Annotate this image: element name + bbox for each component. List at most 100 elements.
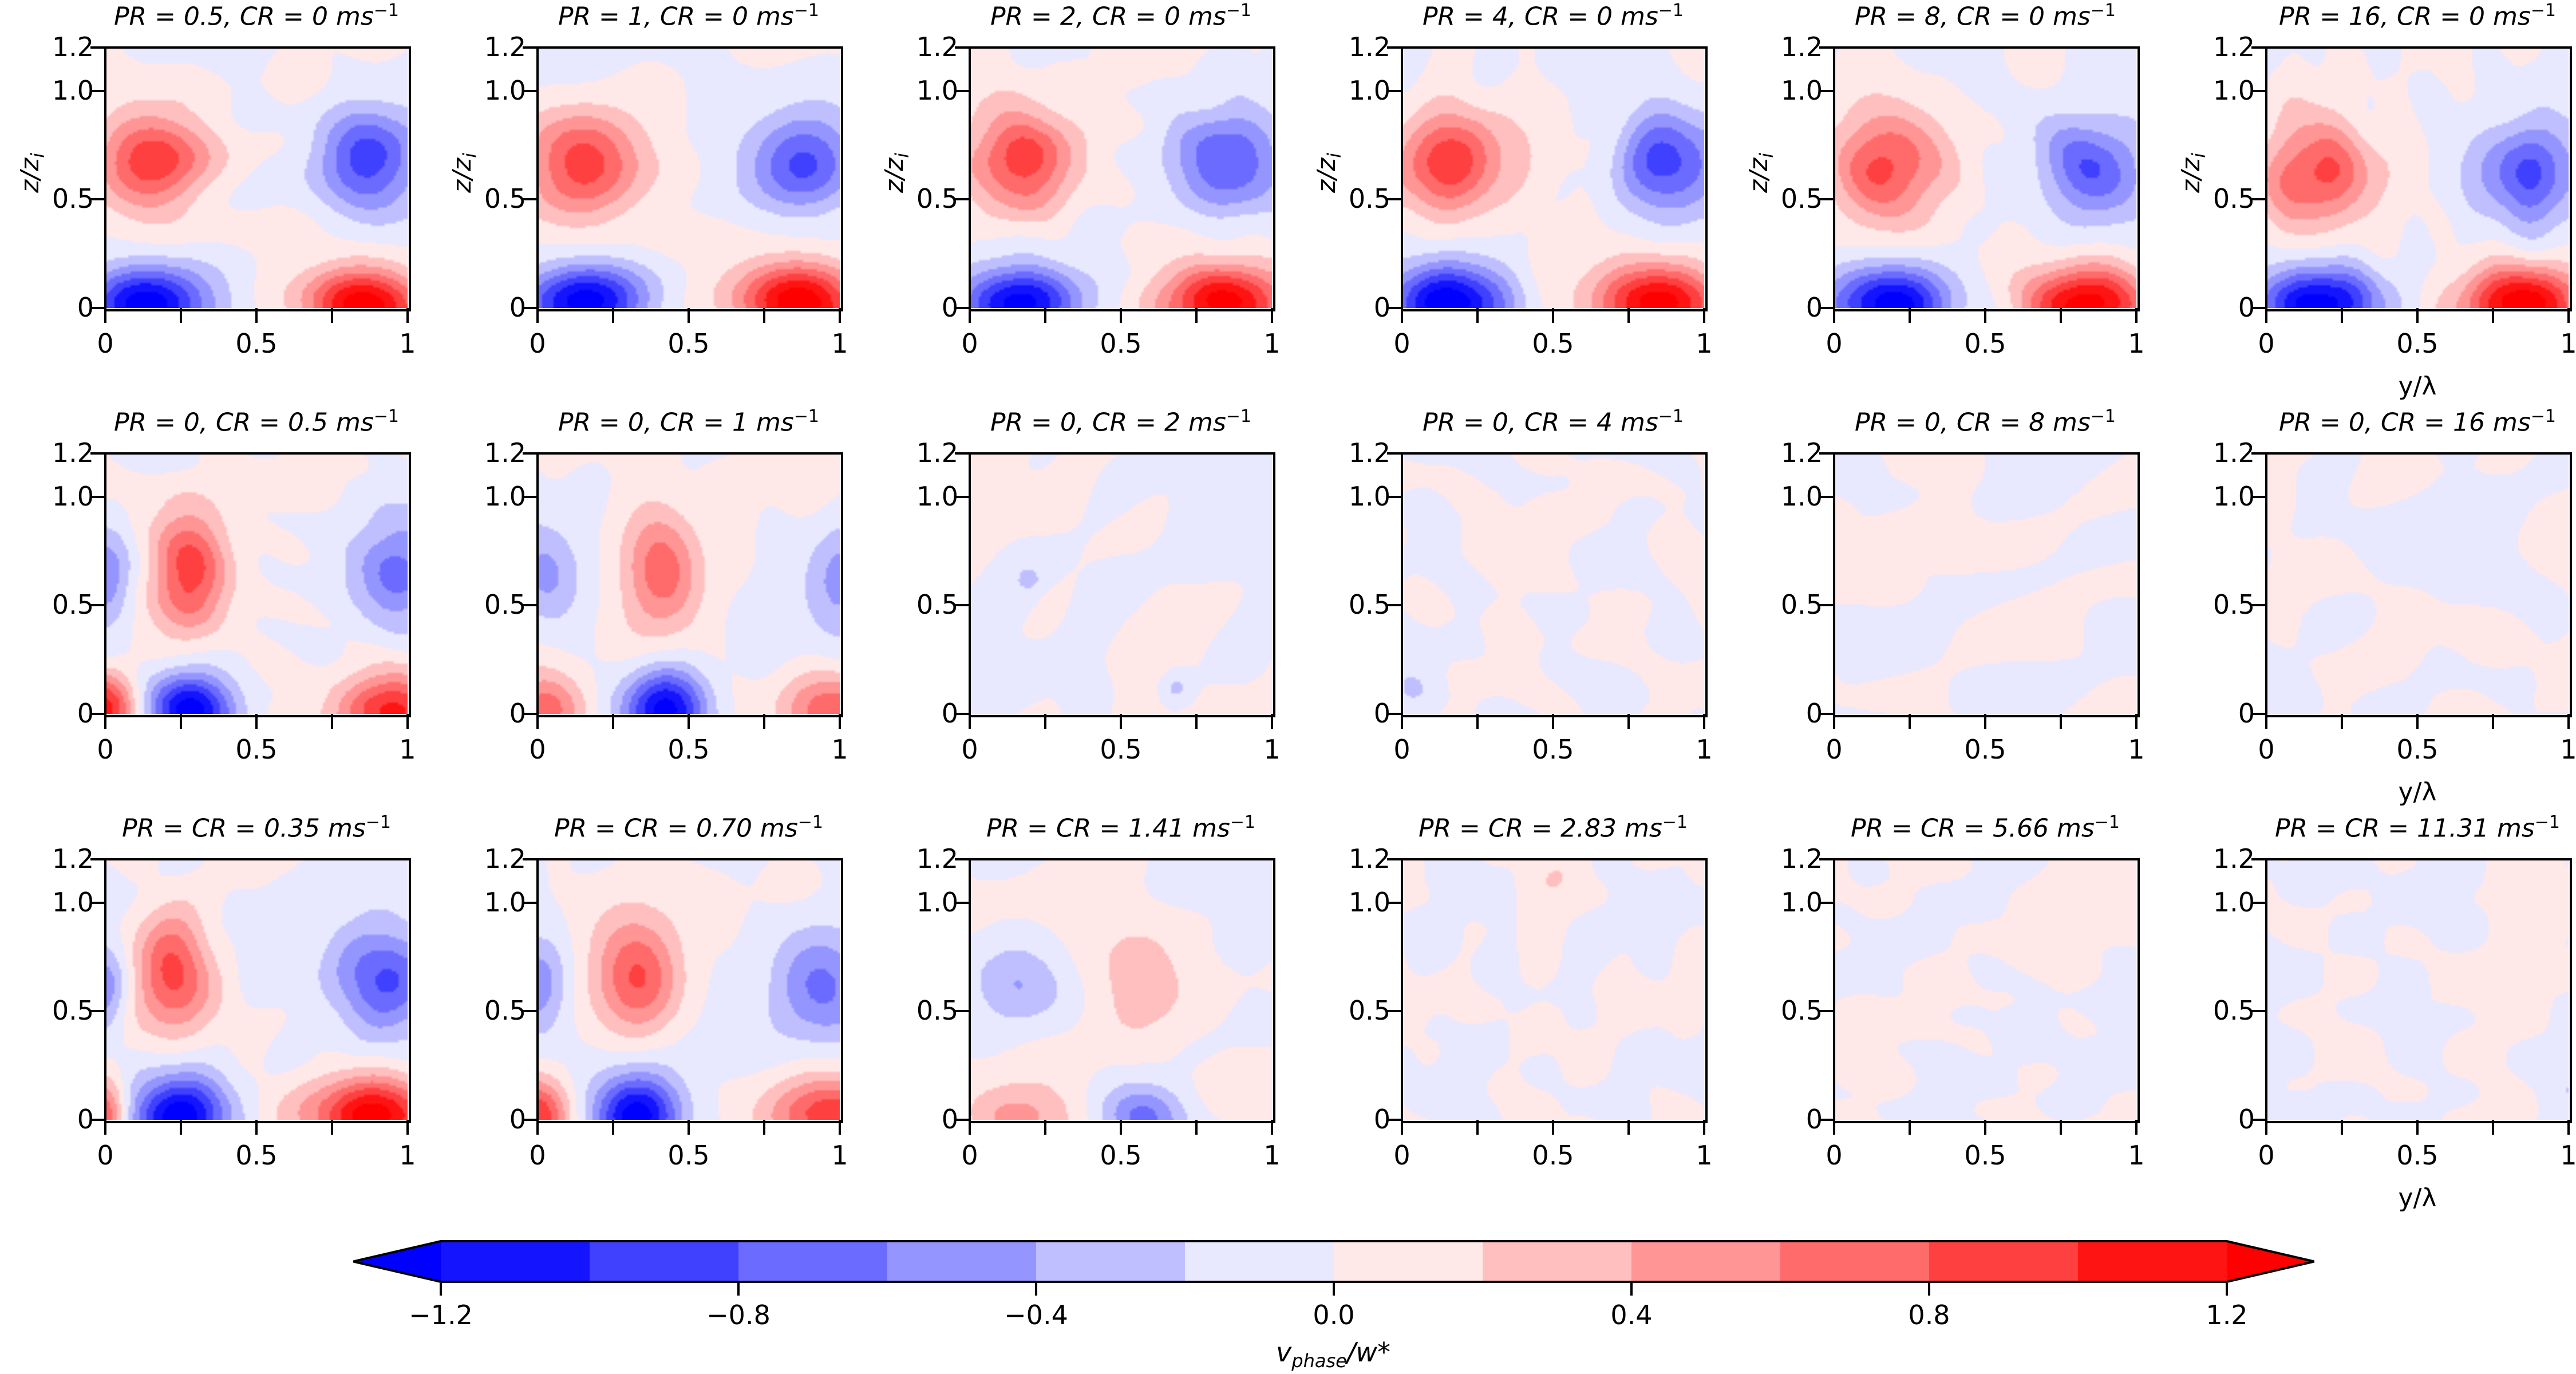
y-tick — [955, 452, 970, 455]
y-tick-label: 0.5 — [484, 183, 526, 215]
x-tick-label: 0.5 — [2396, 328, 2439, 359]
contour-field — [2266, 48, 2569, 308]
x-tick — [2135, 714, 2138, 729]
x-tick — [331, 308, 333, 323]
y-tick — [523, 452, 538, 455]
y-tick — [2251, 495, 2266, 498]
panel-4: PR = 4, CR = 0 ms−1 0 0.5 1.0 1.2 0 0.5 1 z/zi — [1312, 1, 1713, 358]
y-tick-label: 1.2 — [916, 843, 958, 874]
x-tick-label: 0 — [1826, 328, 1843, 359]
x-tick — [1552, 1120, 1554, 1135]
y-tick-label: 1.0 — [1348, 886, 1390, 918]
y-tick-label: 1.2 — [1780, 437, 1823, 468]
x-tick-label: 0.5 — [1532, 734, 1574, 765]
y-axis-label: z/zi — [880, 150, 913, 196]
y-tick — [1819, 713, 1834, 715]
y-axis-label: z/zi — [1744, 150, 1777, 196]
colorbar-extend-min — [353, 1241, 441, 1282]
y-tick-label: 0 — [2238, 292, 2255, 323]
contour-field — [970, 859, 1272, 1120]
colorbar-label-main: v — [1276, 1337, 1292, 1368]
panel-title-text: PR = 0, CR = 16 ms — [2278, 408, 2531, 437]
y-axis-label: z/zi — [448, 150, 481, 196]
y-tick-label: 1.2 — [52, 31, 94, 62]
x-tick — [2341, 714, 2343, 729]
y-tick — [90, 858, 105, 860]
contour-field — [105, 859, 408, 1120]
x-tick — [612, 714, 614, 729]
panel-title-superscript: −1 — [2534, 812, 2561, 832]
contour-field — [2266, 859, 2569, 1120]
colorbar-tick — [1928, 1283, 1930, 1296]
y-tick-label: 1.0 — [2212, 74, 2255, 106]
x-tick-label: 0 — [2258, 1140, 2275, 1171]
panel-title: PR = 0, CR = 8 ms−1 — [1811, 406, 2159, 437]
y-tick — [1387, 495, 1402, 498]
x-tick — [1909, 308, 1911, 323]
y-tick — [2251, 1010, 2266, 1013]
y-tick — [955, 495, 970, 498]
panel-title-superscript: −1 — [1658, 1, 1684, 21]
y-tick — [523, 901, 538, 904]
x-tick-label: 1 — [1696, 1140, 1713, 1171]
y-axis-label: z/zi — [2176, 150, 2210, 196]
y-tick — [955, 1119, 970, 1121]
y-tick — [2251, 46, 2266, 49]
x-tick — [1909, 1120, 1911, 1135]
panel-title-text: PR = CR = 11.31 ms — [2274, 814, 2535, 843]
contour-field — [538, 453, 840, 714]
x-tick — [2060, 308, 2062, 323]
y-tick-label: 1.0 — [916, 74, 958, 106]
panel-14: PR = CR = 0.70 ms−1 0 0.5 1.0 1.2 0 0.5 1 — [484, 812, 848, 1170]
x-tick-label: 1 — [1263, 328, 1281, 359]
y-tick-label: 0.5 — [916, 589, 958, 621]
panel-title-superscript: −1 — [2530, 406, 2557, 427]
panel-title-text: PR = 0, CR = 8 ms — [1854, 408, 2091, 437]
y-tick-label: 1.0 — [52, 74, 94, 106]
x-tick — [1703, 308, 1705, 323]
panel-title: PR = 0, CR = 16 ms−1 — [2243, 406, 2576, 437]
y-tick — [523, 604, 538, 607]
y-tick-label: 1.0 — [1780, 886, 1823, 918]
y-axis-label-sub: i — [26, 152, 49, 158]
x-tick-label: 0 — [961, 1140, 978, 1171]
y-axis-label: z/zi — [1312, 150, 1345, 196]
y-tick — [90, 46, 105, 49]
y-tick-label: 1.2 — [484, 437, 526, 468]
panel-title-text: PR = 0.5, CR = 0 ms — [113, 2, 374, 31]
panel-title: PR = 8, CR = 0 ms−1 — [1811, 1, 2159, 31]
y-tick — [2251, 1119, 2266, 1121]
y-tick-label: 0 — [77, 292, 94, 323]
y-tick-label: 0 — [1373, 292, 1390, 323]
x-tick-label: 0.5 — [1532, 1140, 1574, 1171]
y-tick-label: 0.5 — [1348, 995, 1390, 1026]
x-axis-label: y/λ — [2398, 777, 2437, 807]
x-tick-label: 0.5 — [1964, 1140, 2006, 1171]
panel-12: PR = 0, CR = 16 ms−1 0 0.5 1.0 1.2 0 0.5 1 y/λ — [2213, 406, 2576, 807]
x-tick — [255, 714, 258, 729]
y-tick-label: 0 — [509, 698, 526, 729]
x-tick — [104, 714, 106, 729]
x-tick — [969, 1120, 971, 1135]
y-tick — [90, 452, 105, 455]
colorbar-extend-max — [2227, 1241, 2314, 1282]
y-tick — [90, 495, 105, 498]
x-tick — [763, 1120, 765, 1135]
panel-title-superscript: −1 — [2090, 406, 2116, 427]
colorbar-segment — [441, 1241, 590, 1282]
y-axis-label-text: z/zi — [1312, 152, 1345, 193]
y-tick-label: 1.0 — [1348, 74, 1390, 106]
x-tick-label: 1 — [1696, 328, 1713, 359]
x-tick — [2567, 308, 2570, 323]
y-tick-label: 0.5 — [484, 589, 526, 621]
x-tick — [969, 308, 971, 323]
y-tick-label: 0.5 — [2212, 995, 2255, 1026]
x-tick-label: 1 — [1263, 734, 1281, 765]
y-tick-label: 1.0 — [2212, 480, 2255, 512]
colorbar-tick-label: −0.4 — [1004, 1300, 1068, 1330]
y-tick — [90, 713, 105, 715]
y-tick-label: 1.2 — [916, 31, 958, 62]
x-tick-label: 0.5 — [2396, 1140, 2439, 1171]
panel-13: PR = CR = 0.35 ms−1 0 0.5 1.0 1.2 0 0.5 1 — [52, 812, 416, 1170]
y-tick-label: 0 — [1373, 698, 1390, 729]
